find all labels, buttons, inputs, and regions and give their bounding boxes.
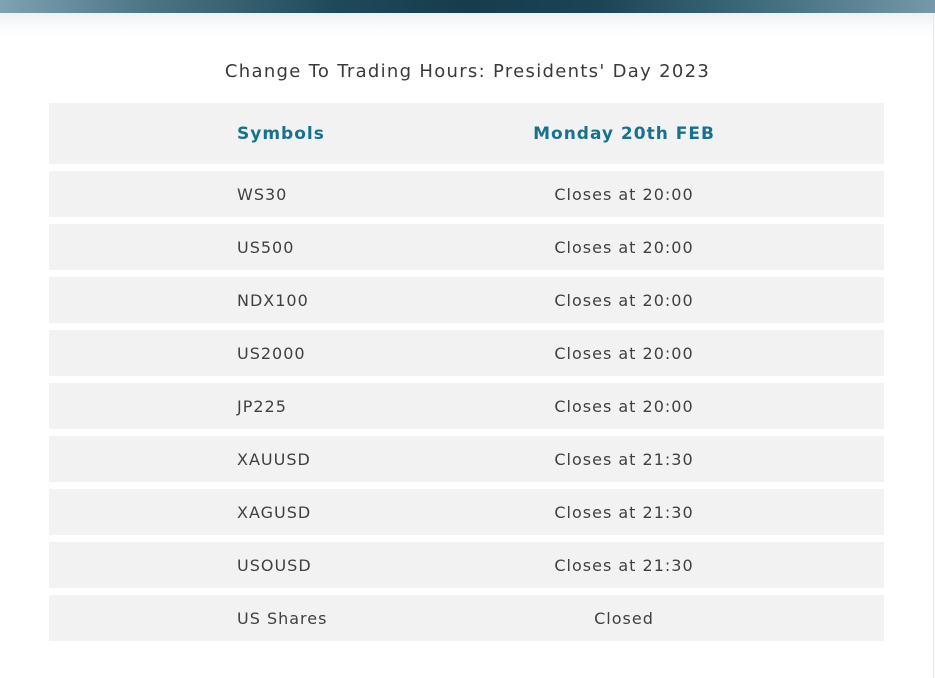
symbol-cell: WS30 [237, 184, 288, 204]
column-header-monday-20th-feb: Monday 20th FEB [533, 123, 715, 144]
table-row: XAGUSD Closes at 21:30 [49, 489, 884, 535]
hours-cell: Closes at 21:30 [554, 449, 694, 469]
table-row: XAUUSD Closes at 21:30 [49, 436, 884, 482]
hours-cell: Closes at 21:30 [554, 502, 694, 522]
table-row: US500 Closes at 20:00 [49, 224, 884, 270]
top-gradient-bar [0, 0, 935, 13]
top-fade-shadow [0, 13, 935, 39]
hours-cell: Closes at 20:00 [554, 290, 694, 310]
symbol-cell: NDX100 [237, 290, 309, 310]
symbol-cell: XAGUSD [237, 502, 312, 522]
hours-cell: Closed [594, 608, 654, 628]
symbol-cell: US Shares [237, 608, 328, 628]
table-header-row: Symbols Monday 20th FEB [49, 103, 884, 164]
table-row: WS30 Closes at 20:00 [49, 171, 884, 217]
symbol-cell: US2000 [237, 343, 306, 363]
hours-cell: Closes at 20:00 [554, 396, 694, 416]
hours-cell: Closes at 20:00 [554, 237, 694, 257]
table-row: US2000 Closes at 20:00 [49, 330, 884, 376]
hours-cell: Closes at 20:00 [554, 184, 694, 204]
table-row: NDX100 Closes at 20:00 [49, 277, 884, 323]
page-title: Change To Trading Hours: Presidents' Day… [224, 61, 711, 82]
symbol-cell: US500 [237, 237, 295, 257]
table-row: USOUSD Closes at 21:30 [49, 542, 884, 588]
page-right-edge-line [933, 13, 934, 678]
column-header-symbols: Symbols [237, 123, 325, 144]
table-row: US Shares Closed [49, 595, 884, 641]
hours-cell: Closes at 20:00 [554, 343, 694, 363]
symbol-cell: XAUUSD [237, 449, 311, 469]
trading-hours-table: Symbols Monday 20th FEB WS30 Closes at 2… [49, 103, 884, 641]
table-row: JP225 Closes at 20:00 [49, 383, 884, 429]
table-body: WS30 Closes at 20:00 US500 Closes at 20:… [49, 171, 884, 641]
symbol-cell: USOUSD [237, 555, 312, 575]
hours-cell: Closes at 21:30 [554, 555, 694, 575]
symbol-cell: JP225 [237, 396, 287, 416]
